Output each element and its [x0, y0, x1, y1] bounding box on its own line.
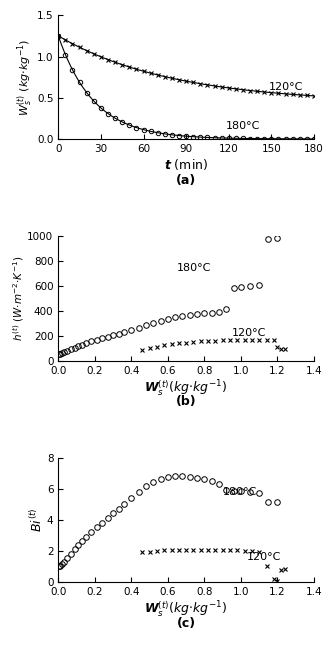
Text: 120°C: 120°C — [269, 82, 303, 92]
X-axis label: $\boldsymbol{W}_s^{(t)}$$(kg{\cdot}kg^{-1})$: $\boldsymbol{W}_s^{(t)}$$(kg{\cdot}kg^{-… — [144, 600, 228, 619]
Text: (a): (a) — [176, 174, 196, 187]
Text: (b): (b) — [176, 395, 196, 408]
Text: 120°C: 120°C — [232, 329, 266, 338]
Y-axis label: $h^{(t)}$ $(W{\cdot}m^{-2}{\cdot}K^{-1})$: $h^{(t)}$ $(W{\cdot}m^{-2}{\cdot}K^{-1})… — [11, 256, 26, 342]
Text: 180°C: 180°C — [223, 487, 257, 497]
Text: 180°C: 180°C — [177, 263, 211, 273]
Y-axis label: $W_s^{(t)}$ $(kg{\cdot}kg^{-1})$: $W_s^{(t)}$ $(kg{\cdot}kg^{-1})$ — [16, 39, 36, 116]
Y-axis label: $Bi^{(t)}$: $Bi^{(t)}$ — [29, 507, 46, 532]
Text: (c): (c) — [177, 617, 196, 630]
Text: 180°C: 180°C — [226, 120, 260, 131]
Text: 120°C: 120°C — [247, 552, 281, 562]
X-axis label: $\boldsymbol{W}_s^{(t)}$$(kg{\cdot}kg^{-1})$: $\boldsymbol{W}_s^{(t)}$$(kg{\cdot}kg^{-… — [144, 378, 228, 398]
X-axis label: $\boldsymbol{t}$ (min): $\boldsymbol{t}$ (min) — [164, 157, 208, 172]
